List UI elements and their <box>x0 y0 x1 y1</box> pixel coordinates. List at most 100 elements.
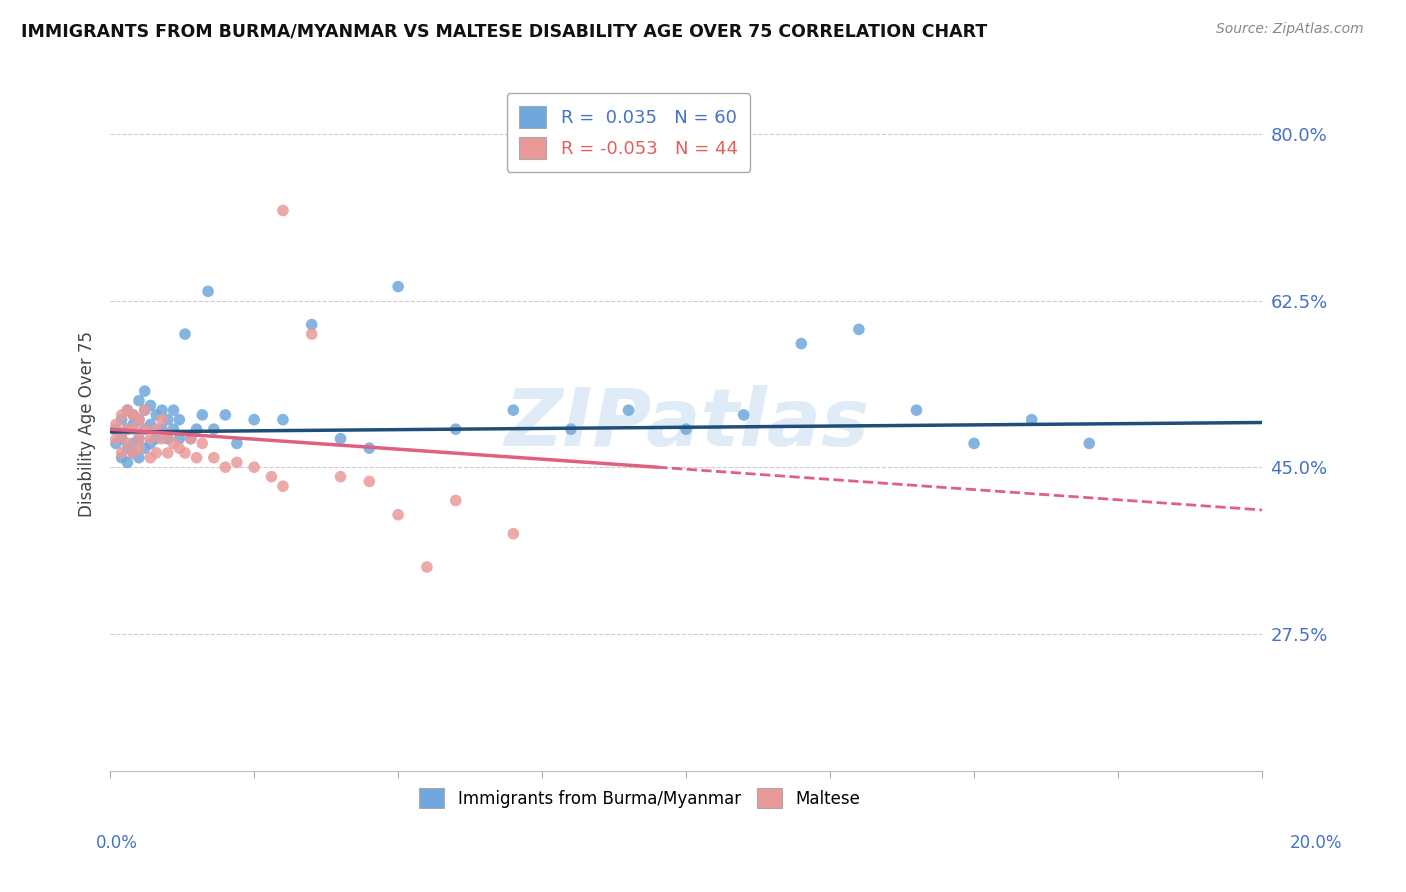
Point <box>122 417 145 432</box>
Point <box>180 432 202 446</box>
Point <box>134 403 156 417</box>
Point <box>150 422 173 436</box>
Point <box>128 441 150 455</box>
Text: IMMIGRANTS FROM BURMA/MYANMAR VS MALTESE DISABILITY AGE OVER 75 CORRELATION CHAR: IMMIGRANTS FROM BURMA/MYANMAR VS MALTESE… <box>21 22 987 40</box>
Point <box>329 469 352 483</box>
Point <box>202 450 225 465</box>
Point <box>444 422 467 436</box>
Point <box>156 432 179 446</box>
Point <box>104 417 127 432</box>
Point <box>848 322 870 336</box>
Point <box>122 422 145 436</box>
Text: Source: ZipAtlas.com: Source: ZipAtlas.com <box>1216 22 1364 37</box>
Point <box>174 327 197 342</box>
Point <box>117 422 139 436</box>
Point <box>111 426 134 441</box>
Point <box>145 432 167 446</box>
Point <box>128 412 150 426</box>
Point <box>271 479 294 493</box>
Point <box>104 422 127 436</box>
Point <box>617 403 640 417</box>
Point <box>139 417 162 432</box>
Point <box>134 384 156 398</box>
Point <box>169 432 191 446</box>
Point <box>139 436 162 450</box>
Point <box>905 403 928 417</box>
Point <box>733 408 755 422</box>
Point <box>128 432 150 446</box>
Point <box>225 455 247 469</box>
Point <box>134 422 156 436</box>
Point <box>186 422 208 436</box>
Point <box>134 403 156 417</box>
Point <box>117 436 139 450</box>
Point <box>150 412 173 426</box>
Point <box>122 446 145 460</box>
Point <box>301 327 323 342</box>
Point <box>117 441 139 455</box>
Point <box>117 403 139 417</box>
Point <box>156 426 179 441</box>
Point <box>117 455 139 469</box>
Point <box>162 403 184 417</box>
Point <box>271 203 294 218</box>
Point <box>560 422 582 436</box>
Point <box>156 412 179 426</box>
Point <box>1021 412 1043 426</box>
Point <box>145 408 167 422</box>
Point <box>162 436 184 450</box>
Point <box>502 526 524 541</box>
Point <box>243 460 266 475</box>
Legend: Immigrants from Burma/Myanmar, Maltese: Immigrants from Burma/Myanmar, Maltese <box>413 781 868 815</box>
Point <box>111 450 134 465</box>
Y-axis label: Disability Age Over 75: Disability Age Over 75 <box>79 332 96 517</box>
Point <box>117 403 139 417</box>
Point <box>174 446 197 460</box>
Point <box>117 422 139 436</box>
Point <box>162 422 184 436</box>
Point <box>214 408 236 422</box>
Point <box>145 422 167 436</box>
Point <box>111 408 134 422</box>
Point <box>128 450 150 465</box>
Point <box>225 436 247 450</box>
Point <box>502 403 524 417</box>
Point <box>202 422 225 436</box>
Point <box>1078 436 1101 450</box>
Point <box>790 336 813 351</box>
Point <box>186 450 208 465</box>
Point <box>197 285 219 299</box>
Point <box>134 441 156 455</box>
Point <box>260 469 283 483</box>
Point <box>150 432 173 446</box>
Point <box>122 446 145 460</box>
Point <box>104 432 127 446</box>
Point <box>128 412 150 426</box>
Point <box>191 436 214 450</box>
Point <box>111 412 134 426</box>
Point <box>675 422 697 436</box>
Text: 20.0%: 20.0% <box>1291 834 1343 852</box>
Point <box>128 393 150 408</box>
Point <box>139 432 162 446</box>
Point <box>444 493 467 508</box>
Point <box>128 432 150 446</box>
Point <box>156 446 179 460</box>
Point <box>150 403 173 417</box>
Point <box>134 422 156 436</box>
Point <box>169 441 191 455</box>
Point <box>111 432 134 446</box>
Point <box>416 560 439 574</box>
Point <box>122 408 145 422</box>
Point <box>122 436 145 450</box>
Point <box>139 398 162 412</box>
Text: ZIPatlas: ZIPatlas <box>503 385 869 464</box>
Point <box>214 460 236 475</box>
Point <box>145 446 167 460</box>
Point <box>387 508 409 522</box>
Point <box>191 408 214 422</box>
Point <box>169 412 191 426</box>
Point <box>359 475 381 489</box>
Point <box>180 432 202 446</box>
Point <box>329 432 352 446</box>
